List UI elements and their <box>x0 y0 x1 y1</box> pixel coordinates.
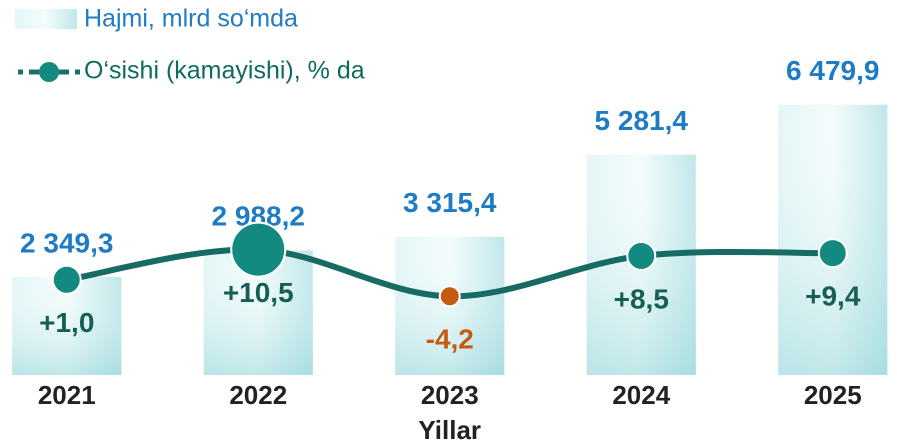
bar-value-label: 5 281,4 <box>595 105 689 136</box>
line-value-label: +1,0 <box>39 307 94 338</box>
x-tick-label: 2021 <box>38 380 96 410</box>
line-marker <box>438 285 461 308</box>
line-value-label: +10,5 <box>223 277 294 308</box>
x-tick-label: 2025 <box>804 380 862 410</box>
bar-value-label: 2 349,3 <box>20 227 113 258</box>
legend-label: O‘sishi (kamayishi), % da <box>84 57 365 85</box>
x-tick-label: 2023 <box>421 380 479 410</box>
line-value-label: +9,4 <box>805 281 861 312</box>
legend-swatch-marker <box>39 62 59 82</box>
legend-label: Hajmi, mlrd so‘mda <box>84 5 298 33</box>
bar-value-label: 3 315,4 <box>403 187 497 218</box>
line-value-label: +8,5 <box>614 283 669 314</box>
line-marker <box>626 240 657 271</box>
bar-value-label: 6 479,9 <box>786 55 879 86</box>
x-tick-label: 2024 <box>612 380 670 410</box>
legend-swatch-bar <box>15 9 77 29</box>
x-axis-label: Yillar <box>418 415 481 445</box>
line-value-label: -4,2 <box>426 324 474 355</box>
line-marker <box>51 264 82 295</box>
x-tick-label: 2022 <box>229 380 287 410</box>
line-marker <box>817 238 848 269</box>
line-marker <box>230 221 287 278</box>
